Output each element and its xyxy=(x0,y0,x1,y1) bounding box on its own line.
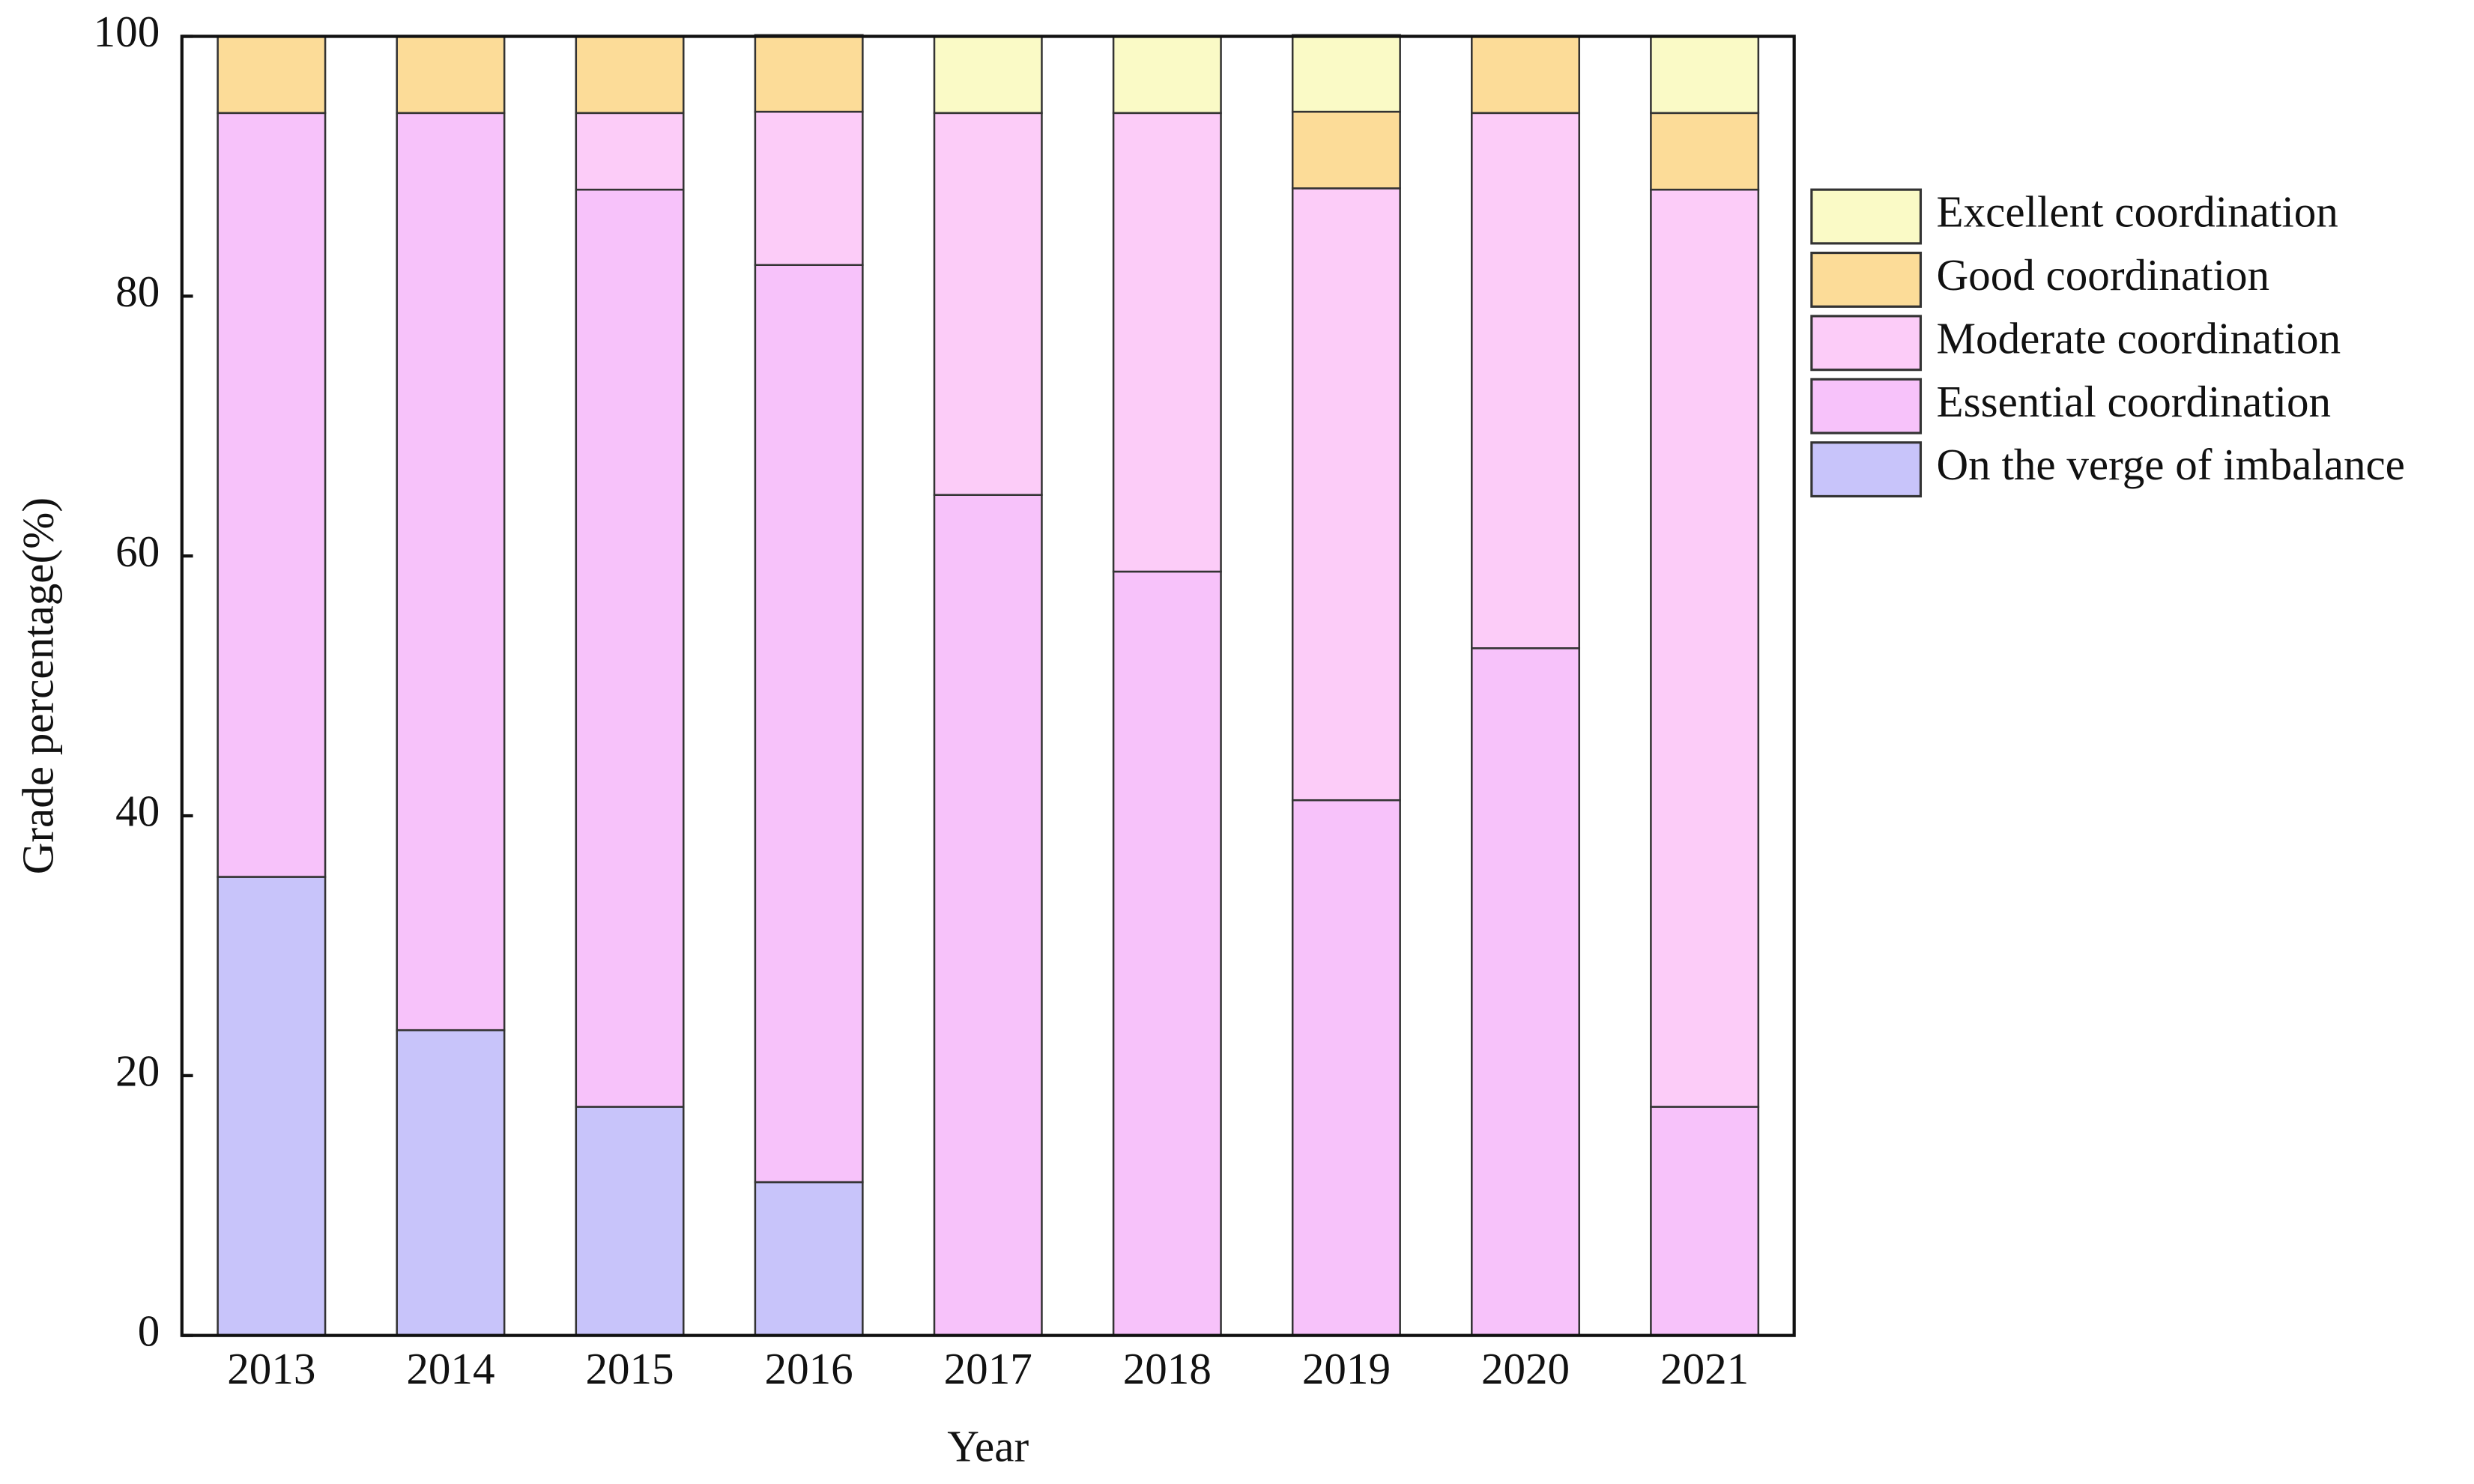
bar-segment xyxy=(1650,188,1760,1108)
bar-segment xyxy=(933,494,1043,1336)
legend-label: Moderate coordination xyxy=(1937,313,2341,363)
x-tick-label: 2019 xyxy=(1302,1344,1391,1393)
bar-segment xyxy=(1471,112,1581,649)
bar-segment xyxy=(933,35,1043,115)
bar-segment xyxy=(575,35,685,115)
y-tick-label: 20 xyxy=(115,1046,160,1095)
x-tick-label: 2017 xyxy=(944,1344,1032,1393)
y-tick-label: 0 xyxy=(138,1306,160,1355)
bar-segment xyxy=(1650,35,1760,115)
bar-segment xyxy=(575,112,685,191)
legend-swatch xyxy=(1810,441,1923,498)
y-axis-title: Grade percentage(%) xyxy=(13,497,63,874)
x-tick-label: 2013 xyxy=(227,1344,315,1393)
bar-segment xyxy=(754,1181,864,1336)
x-tick-label: 2020 xyxy=(1481,1344,1570,1393)
bar-segment xyxy=(1471,647,1581,1336)
bar-segment xyxy=(754,264,864,1184)
bar-segment xyxy=(1650,112,1760,191)
legend-label: Essential coordination xyxy=(1937,377,2332,426)
bar-segment xyxy=(396,35,506,115)
y-tick-label: 80 xyxy=(115,267,160,316)
bar-segment xyxy=(217,35,327,115)
bar-segment xyxy=(1291,187,1401,802)
legend-swatch xyxy=(1810,315,1923,372)
legend-label: Good coordination xyxy=(1937,250,2270,300)
bar-segment xyxy=(1112,112,1222,573)
x-tick-label: 2014 xyxy=(406,1344,495,1393)
bar-segment xyxy=(1291,110,1401,190)
bar-segment xyxy=(933,112,1043,496)
bar-segment xyxy=(1650,1106,1760,1336)
bar-segment xyxy=(575,188,685,1108)
bar-segment xyxy=(217,112,327,878)
x-tick-label: 2018 xyxy=(1123,1344,1212,1393)
x-tick-label: 2016 xyxy=(765,1344,853,1393)
legend-swatch xyxy=(1810,378,1923,434)
legend-swatch xyxy=(1810,251,1923,308)
bar-segment xyxy=(575,1106,685,1336)
bar-segment xyxy=(754,34,864,113)
plot-frame xyxy=(180,34,1796,1337)
legend-label: Excellent coordination xyxy=(1937,187,2338,237)
bar-segment xyxy=(1112,570,1222,1336)
bar-segment xyxy=(1471,35,1581,115)
legend-swatch xyxy=(1810,188,1923,245)
bar-segment xyxy=(1291,34,1401,113)
bar-segment xyxy=(1112,35,1222,115)
bar-segment xyxy=(217,876,327,1336)
x-tick-label: 2015 xyxy=(585,1344,674,1393)
y-tick-label: 60 xyxy=(115,527,160,576)
y-tick-label: 100 xyxy=(94,7,160,56)
bar-segment xyxy=(396,1029,506,1336)
bar-segment xyxy=(754,110,864,267)
y-tick-label: 40 xyxy=(115,787,160,836)
x-tick-label: 2021 xyxy=(1660,1344,1749,1393)
x-axis-title: Year xyxy=(947,1421,1029,1471)
bar-segment xyxy=(1291,799,1401,1336)
bar-segment xyxy=(396,112,506,1032)
legend-label: On the verge of imbalance xyxy=(1937,440,2405,489)
